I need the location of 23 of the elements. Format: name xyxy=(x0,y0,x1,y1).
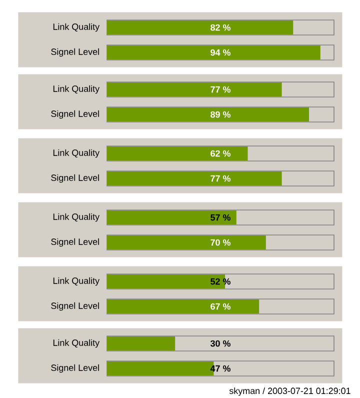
data-label: 77 % xyxy=(210,86,230,93)
data-label: 82 % xyxy=(210,24,230,31)
y-tick-label: Signel Level xyxy=(51,364,99,373)
data-label: 77 % xyxy=(210,175,230,182)
y-tick-label: Link Quality xyxy=(53,85,100,94)
y-tick-label: Link Quality xyxy=(53,339,100,348)
data-label: 70 % xyxy=(210,239,230,246)
y-tick-label: Link Quality xyxy=(53,277,100,286)
data-label: 67 % xyxy=(210,303,230,310)
data-label: 62 % xyxy=(210,150,230,157)
data-label: 94 % xyxy=(210,49,230,56)
data-label: 89 % xyxy=(210,111,230,118)
text: skyman / 2003-07-21 01:29:01 xyxy=(229,387,350,396)
y-tick-label: Signel Level xyxy=(51,174,99,183)
y-tick-label: Signel Level xyxy=(51,110,99,119)
y-tick-label: Signel Level xyxy=(51,238,99,247)
data-label: 30 % xyxy=(210,340,230,347)
y-tick-label: Signel Level xyxy=(51,302,99,311)
y-tick-label: Link Quality xyxy=(53,149,100,158)
data-label: 57 % xyxy=(210,214,230,221)
y-tick-label: Link Quality xyxy=(53,213,100,222)
y-tick-label: Link Quality xyxy=(53,23,100,32)
y-tick-label: Signel Level xyxy=(51,48,99,57)
